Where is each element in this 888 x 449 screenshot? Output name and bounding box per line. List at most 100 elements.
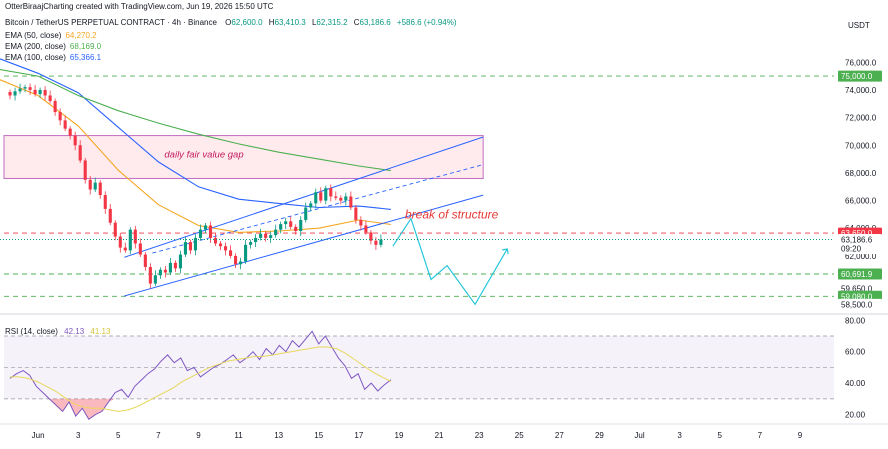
time-tick-label: 17 — [354, 431, 363, 440]
candle — [218, 240, 223, 250]
candle — [108, 203, 112, 226]
candle-body — [98, 182, 102, 196]
candle-body — [153, 275, 157, 284]
candle-body — [223, 246, 228, 251]
candle-body — [163, 269, 167, 273]
candle-body — [198, 229, 203, 238]
price-badge-text: 59,650.0 — [841, 284, 873, 293]
candle-body — [379, 239, 383, 245]
time-tick-label: Jun — [32, 431, 45, 440]
legend-item[interactable]: EMA (100, close) 65,366.1 — [5, 53, 102, 62]
candle — [18, 83, 22, 94]
legend-label: EMA (50, close) — [5, 31, 62, 40]
candle — [88, 176, 92, 195]
candle — [128, 227, 132, 255]
time-tick-label: 29 — [595, 431, 604, 440]
candle — [158, 267, 162, 280]
candle — [223, 242, 228, 256]
rsi-ma-value: 41.13 — [90, 327, 111, 336]
candle — [299, 216, 303, 236]
rsi-legend[interactable]: RSI (14, close) 42.13 41.13 — [5, 327, 111, 336]
candle-body — [43, 89, 47, 96]
candle-body — [284, 221, 288, 225]
candle — [68, 126, 72, 140]
candle-body — [88, 179, 92, 190]
candle-body — [28, 87, 32, 90]
indicator-legend[interactable]: EMA (50, close) 64,270.2 EMA (200, close) 6… — [5, 31, 102, 62]
candle — [13, 87, 17, 101]
candle-body — [339, 197, 343, 201]
channel-lower-line[interactable] — [124, 194, 484, 297]
price-tick-label: 76,000.0 — [845, 58, 877, 67]
rsi-tick-label: 60.00 — [845, 348, 866, 357]
fvg-label[interactable]: daily fair value gap — [164, 150, 243, 161]
rsi-tick-label: 20.00 — [845, 411, 866, 420]
price-projection[interactable] — [392, 217, 509, 306]
legend-item[interactable]: EMA (50, close) 64,270.2 — [5, 31, 97, 40]
projection-arrowhead — [502, 248, 509, 255]
candle-body — [329, 188, 333, 197]
candle-body — [239, 261, 243, 265]
time-tick-label: 11 — [234, 431, 243, 440]
candle-body — [53, 101, 57, 113]
candle — [349, 191, 353, 210]
candle-body — [183, 242, 187, 255]
candle-body — [48, 95, 52, 102]
candle-body — [148, 266, 152, 284]
legend-item[interactable]: EMA (200, close) 68,169.0 — [5, 42, 102, 51]
time-tick-label: 7 — [758, 431, 763, 440]
candle — [329, 184, 333, 202]
legend-value: 68,169.0 — [70, 42, 102, 51]
candle — [304, 202, 308, 223]
candle-body — [103, 195, 107, 209]
candle — [103, 191, 107, 214]
candle — [23, 84, 27, 93]
candle — [38, 87, 42, 98]
change-value: +586.6 (+0.94%) — [397, 18, 457, 27]
candle — [354, 205, 358, 224]
time-axis[interactable]: Jun 3 5 7 9 11 13 15 17 19 21 23 25 27 29 Jul 3 5 7 9 — [32, 431, 803, 440]
candle-body — [193, 237, 198, 251]
channel-mid-line[interactable] — [152, 164, 484, 254]
candle — [78, 140, 82, 163]
rsi-tick-label: 40.00 — [845, 379, 866, 388]
currency-label: USDT — [848, 21, 870, 30]
candle-body — [128, 229, 132, 251]
candle-body — [369, 232, 373, 241]
price-badge: 75,000.0 — [838, 70, 882, 82]
candle-body — [73, 135, 77, 146]
candles — [8, 83, 383, 289]
price-channel[interactable] — [124, 136, 484, 297]
open-label: O — [225, 18, 231, 27]
price-tick-label: 74,000.0 — [845, 86, 877, 95]
low-value: 62,315.2 — [316, 18, 348, 27]
candle — [269, 231, 273, 243]
candle-body — [294, 226, 298, 232]
price-tick-label: 72,000.0 — [845, 114, 877, 123]
candle — [314, 188, 318, 209]
price-badge-bg — [838, 70, 882, 82]
candle-body — [208, 225, 213, 238]
candle-body — [234, 255, 238, 265]
time-tick-label: 9 — [196, 431, 201, 440]
legend-label: EMA (200, close) — [5, 42, 66, 51]
rsi-tick-label: 80.00 — [845, 316, 866, 325]
candle — [193, 234, 198, 256]
price-badge-text: 63,186.6 — [841, 235, 873, 244]
symbol-title: Bitcoin / TetherUS PERPETUAL CONTRACT · … — [5, 18, 217, 27]
horizontal-levels — [4, 75, 834, 297]
candle — [274, 224, 278, 238]
candle — [123, 242, 127, 253]
high-value: 63,410.3 — [275, 18, 307, 27]
break-of-structure-label[interactable]: break of structure — [405, 208, 499, 222]
projection-path[interactable] — [392, 217, 508, 306]
candle-body — [83, 160, 87, 180]
channel-upper-line[interactable] — [124, 136, 484, 258]
candle — [153, 270, 157, 287]
price-badge-text: 60,691.9 — [841, 270, 873, 279]
candle — [259, 228, 263, 241]
candle — [379, 234, 383, 248]
candle — [73, 131, 77, 151]
candle-body — [18, 88, 22, 92]
